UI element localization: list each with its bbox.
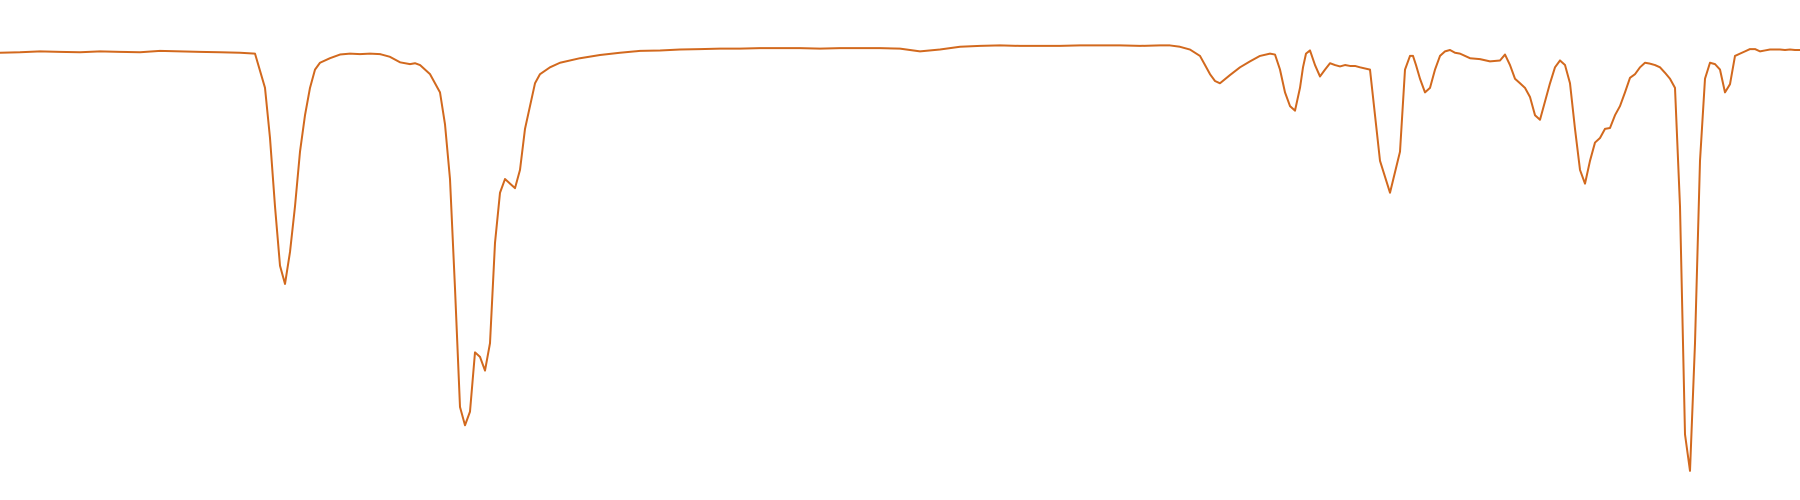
plot-area [0, 44, 1800, 472]
series-line-0 [0, 44, 1800, 472]
